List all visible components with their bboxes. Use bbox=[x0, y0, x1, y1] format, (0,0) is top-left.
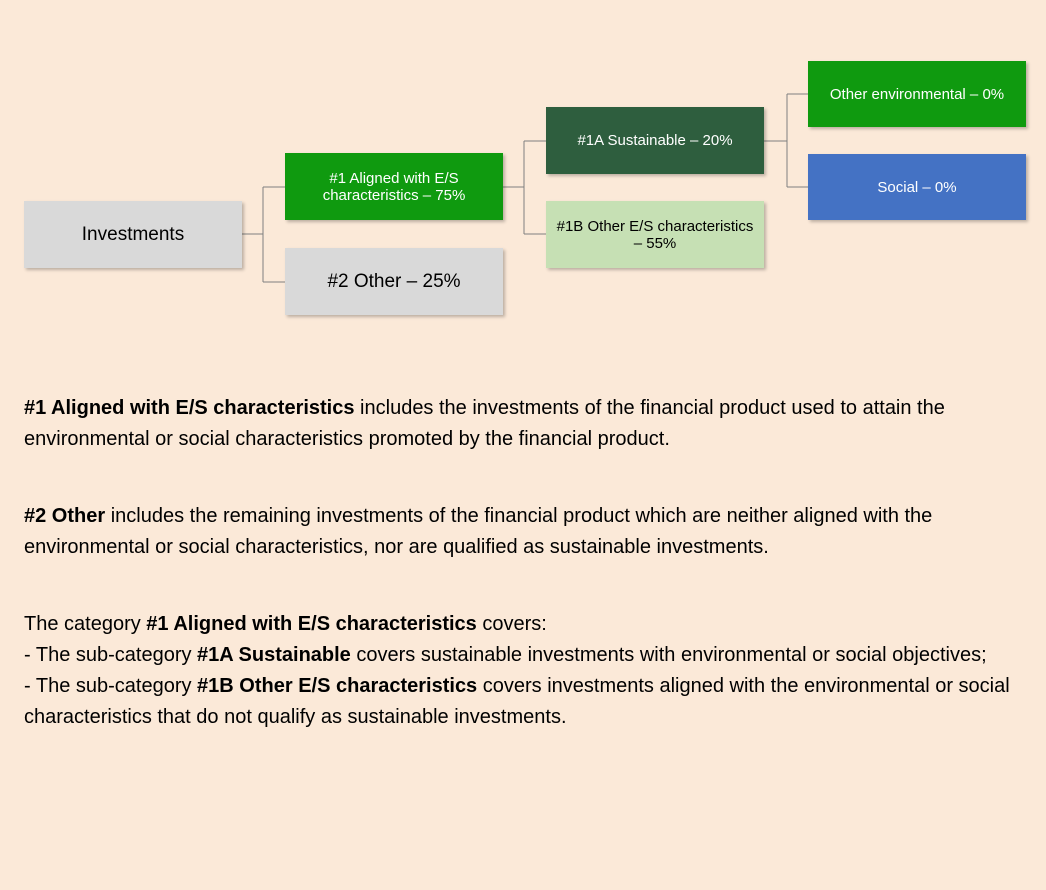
text: includes the remaining investments of th… bbox=[24, 505, 933, 558]
text-line: - The sub-category #1A Sustainable cover… bbox=[24, 640, 1024, 671]
text: - The sub-category bbox=[24, 675, 198, 697]
bold-text: #1A Sustainable bbox=[197, 644, 351, 666]
node-label: #1 Aligned with E/S characteristics – 75… bbox=[322, 169, 466, 204]
node-box: #1 Aligned with E/S characteristics – 75… bbox=[285, 153, 503, 220]
paragraph: #2 Other includes the remaining investme… bbox=[24, 501, 1024, 563]
node-box: #1B Other E/S characteristics – 55% bbox=[546, 201, 764, 268]
paragraph: The category #1 Aligned with E/S charact… bbox=[24, 609, 1024, 733]
bold-text: #2 Other bbox=[24, 505, 106, 527]
connectors bbox=[242, 93, 808, 283]
node-label: Social – 0% bbox=[877, 178, 957, 196]
text: covers sustainable investments with envi… bbox=[350, 644, 987, 666]
bold-text: #1B Other E/S characteristics bbox=[197, 675, 478, 697]
paragraph: #1 Aligned with E/S characteristics incl… bbox=[24, 393, 1024, 455]
node-label: #1B Other E/S characteristics – 55% bbox=[556, 217, 754, 252]
node-box: #1A Sustainable – 20% bbox=[546, 107, 764, 174]
description: #1 Aligned with E/S characteristics incl… bbox=[24, 393, 1024, 779]
text-line: The category #1 Aligned with E/S charact… bbox=[24, 609, 1024, 640]
bold-text: #1 Aligned with E/S characteristics bbox=[146, 613, 477, 635]
text-line: #2 Other includes the remaining investme… bbox=[24, 501, 1024, 563]
node-label: #2 Other – 25% bbox=[327, 271, 461, 292]
node-box: #2 Other – 25% bbox=[285, 248, 503, 315]
text: covers: bbox=[476, 613, 547, 635]
node-box: Other environmental – 0% bbox=[808, 61, 1026, 127]
text: The category bbox=[24, 613, 147, 635]
text: includes the investments of the financia… bbox=[24, 397, 945, 450]
node-box: Investments bbox=[24, 201, 242, 268]
text: covers investments aligned with the envi… bbox=[24, 675, 1010, 728]
text-line: - The sub-category #1B Other E/S charact… bbox=[24, 671, 1024, 733]
text-line: #1 Aligned with E/S characteristics incl… bbox=[24, 393, 1024, 455]
node-box: Social – 0% bbox=[808, 154, 1026, 220]
text: - The sub-category bbox=[24, 644, 198, 666]
bold-text: #1 Aligned with E/S characteristics bbox=[24, 397, 355, 419]
node-label: Investments bbox=[81, 224, 185, 245]
node-label: #1A Sustainable – 20% bbox=[577, 132, 733, 149]
node-label: Other environmental – 0% bbox=[829, 85, 1005, 103]
